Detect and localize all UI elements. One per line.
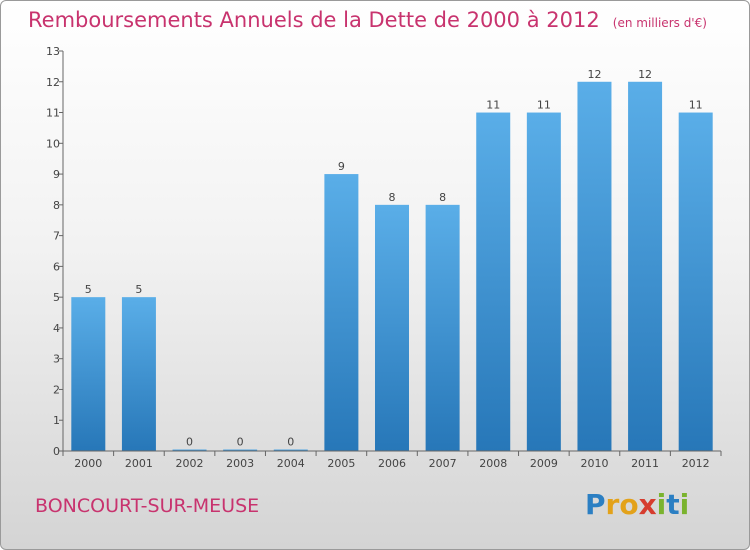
x-tick-label-2002: 2002 [176, 457, 204, 470]
bar-2011 [628, 81, 663, 452]
bar-2005 [324, 174, 359, 452]
x-tick-label-2009: 2009 [530, 457, 558, 470]
x-axis: 2000 2001 2002 2003 2004 2005 2006 2007 2008 2009… [62, 450, 722, 470]
bars: 5 5 0 0 0 9 8 8 11 11 12 12 11 [71, 68, 713, 452]
bar-2012 [678, 112, 713, 452]
data-label-2008: 11 [486, 99, 500, 112]
y-tick-label: 3 [53, 353, 60, 366]
data-label-2006: 8 [389, 191, 396, 204]
data-label-2000: 5 [85, 283, 92, 296]
chart-title-block: Remboursements Annuels de la Dette de 20… [28, 8, 707, 32]
x-tick-label-2008: 2008 [479, 457, 507, 470]
logo-letter: x [638, 488, 657, 521]
bar-2000 [71, 297, 106, 451]
bar-2009 [526, 112, 561, 452]
data-label-2001: 5 [135, 283, 142, 296]
data-label-2010: 12 [587, 68, 601, 81]
bar-2002 [172, 449, 207, 451]
logo-letter: o [619, 488, 639, 521]
x-tick-label-2001: 2001 [125, 457, 153, 470]
y-tick-label: 5 [53, 291, 60, 304]
y-tick-label: 1 [53, 414, 60, 427]
y-tick-label: 0 [53, 445, 60, 458]
data-label-2007: 8 [439, 191, 446, 204]
y-tick-label: 11 [46, 107, 60, 120]
bar-2003 [223, 449, 258, 451]
y-tick-label: 2 [53, 383, 60, 396]
logo-letter: i [656, 488, 667, 521]
y-tick-label: 13 [46, 45, 60, 58]
bar-2008 [476, 112, 511, 452]
data-label-2002: 0 [186, 436, 193, 449]
logo-letter: i [679, 488, 690, 521]
commune-name: BONCOURT-SUR-MEUSE [35, 495, 260, 517]
chart-title: Remboursements Annuels de la Dette de 20… [28, 8, 600, 32]
y-tick-label: 10 [46, 137, 60, 150]
data-label-2009: 11 [537, 99, 551, 112]
bar-2004 [273, 449, 308, 451]
x-tick-label-2000: 2000 [74, 457, 102, 470]
data-label-2004: 0 [287, 436, 294, 449]
x-tick-label-2007: 2007 [429, 457, 457, 470]
bar-2001 [121, 297, 156, 451]
proxiti-logo: Proxiti [585, 488, 689, 521]
y-tick-label: 7 [53, 230, 60, 243]
x-tick-label-2004: 2004 [277, 457, 305, 470]
x-tick-label-2003: 2003 [226, 457, 254, 470]
y-tick-label: 4 [53, 322, 60, 335]
logo-letter: P [585, 488, 606, 521]
y-tick-label: 6 [53, 260, 60, 273]
x-tick-label-2010: 2010 [580, 457, 608, 470]
x-tick-label-2006: 2006 [378, 457, 406, 470]
bar-2007 [425, 204, 460, 451]
data-label-2003: 0 [237, 436, 244, 449]
logo-letter: t [666, 488, 680, 521]
y-tick-label: 12 [46, 76, 60, 89]
x-tick-label-2012: 2012 [682, 457, 710, 470]
y-tick-label: 8 [53, 199, 60, 212]
data-label-2011: 12 [638, 68, 652, 81]
data-label-2005: 9 [338, 160, 345, 173]
data-label-2012: 11 [689, 99, 703, 112]
x-tick-label-2011: 2011 [631, 457, 659, 470]
y-tick-label: 9 [53, 168, 60, 181]
x-tick-label-2005: 2005 [327, 457, 355, 470]
bar-2006 [375, 204, 409, 451]
bar-2010 [577, 81, 612, 452]
logo-letter: r [605, 488, 620, 521]
chart-subtitle: (en milliers d'€) [612, 16, 707, 30]
